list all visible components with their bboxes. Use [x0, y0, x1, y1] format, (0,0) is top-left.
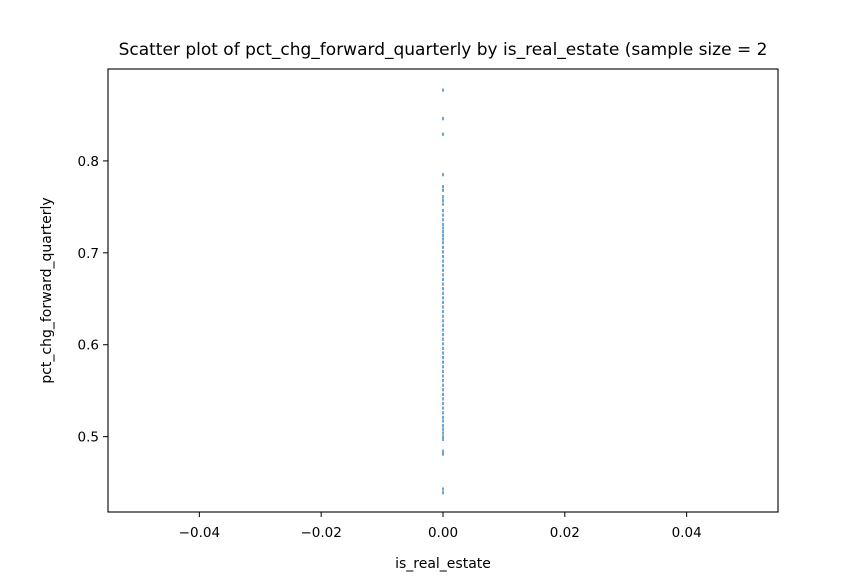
y-axis-label: pct_chg_forward_quarterly	[39, 197, 55, 383]
y-tick-label: 0.6	[78, 338, 99, 354]
x-tick-label: −0.02	[300, 525, 341, 541]
y-tick-label: 0.5	[78, 430, 99, 446]
x-axis-ticks: −0.04 −0.02 0.00 0.02 0.04	[179, 512, 702, 541]
x-axis-label: is_real_estate	[395, 556, 491, 572]
x-tick-label: 0.02	[550, 525, 580, 541]
y-tick-label: 0.7	[78, 246, 99, 262]
chart-title: Scatter plot of pct_chg_forward_quarterl…	[119, 40, 768, 60]
y-tick-label: 0.8	[78, 154, 99, 170]
x-tick-label: 0.00	[428, 525, 458, 541]
x-tick-label: −0.04	[179, 525, 220, 541]
y-axis-ticks: 0.5 0.6 0.7 0.8	[78, 154, 108, 446]
x-tick-label: 0.04	[672, 525, 702, 541]
